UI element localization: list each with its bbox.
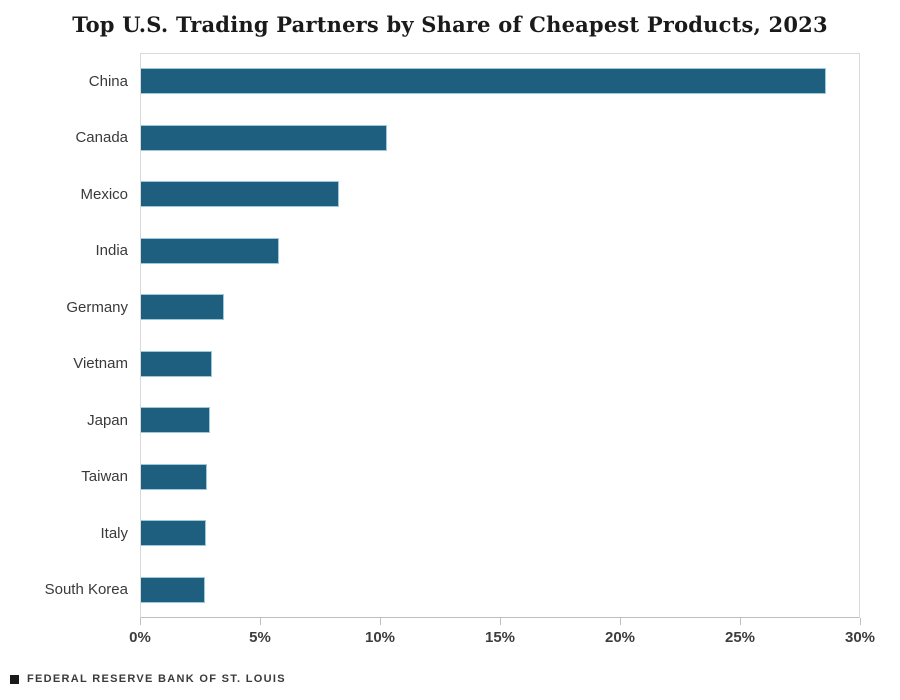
- category-label: Italy: [100, 524, 128, 542]
- bar-taiwan: [140, 463, 208, 490]
- bar-track: [140, 124, 860, 151]
- category-label: South Korea: [44, 581, 128, 599]
- x-tick-label: 25%: [724, 629, 756, 646]
- x-tick-label: 0%: [129, 629, 151, 646]
- bar-track: [140, 407, 860, 434]
- x-tick-mark: [140, 618, 141, 625]
- chart-title: Top U.S. Trading Partners by Share of Ch…: [72, 12, 828, 37]
- bar-track: [140, 520, 860, 547]
- bar-track: [140, 294, 860, 321]
- bar-germany: [140, 294, 224, 321]
- category-label: Germany: [66, 298, 128, 316]
- bar-row: Japan: [0, 392, 860, 449]
- x-tick-mark: [620, 618, 621, 625]
- bar-track: [140, 68, 860, 95]
- bar-mexico: [140, 181, 340, 208]
- filled-square-icon: [10, 674, 19, 684]
- bar-row: Germany: [0, 279, 860, 336]
- bar-track: [140, 576, 860, 603]
- bar-south-korea: [140, 576, 205, 603]
- bar-row: Mexico: [0, 166, 860, 223]
- bar-china: [140, 68, 827, 95]
- bar-italy: [140, 520, 206, 547]
- x-tick-mark: [500, 618, 501, 625]
- bar-canada: [140, 124, 388, 151]
- bar-vietnam: [140, 350, 212, 377]
- bar-row: South Korea: [0, 562, 860, 619]
- x-tick-mark: [740, 618, 741, 625]
- category-label: Vietnam: [73, 355, 128, 373]
- category-label: Canada: [75, 129, 128, 147]
- bar-row: Taiwan: [0, 449, 860, 506]
- source-attribution: FEDERAL RESERVE BANK OF ST. LOUIS: [10, 673, 286, 685]
- x-tick-label: 20%: [604, 629, 636, 646]
- bar-japan: [140, 407, 210, 434]
- bar-row: Vietnam: [0, 336, 860, 393]
- category-label: India: [95, 242, 128, 260]
- source-label: FEDERAL RESERVE BANK OF ST. LOUIS: [27, 673, 286, 685]
- bar-track: [140, 463, 860, 490]
- category-label: Mexico: [80, 185, 128, 203]
- bar-row: China: [0, 53, 860, 110]
- bar-track: [140, 350, 860, 377]
- category-label: Taiwan: [81, 468, 128, 486]
- bar-track: [140, 181, 860, 208]
- category-label: Japan: [87, 411, 128, 429]
- x-tick-label: 15%: [484, 629, 516, 646]
- x-tick-mark: [860, 618, 861, 625]
- bar-row: Canada: [0, 110, 860, 167]
- x-tick-mark: [260, 618, 261, 625]
- bar-india: [140, 237, 280, 264]
- x-tick-mark: [380, 618, 381, 625]
- x-tick-label: 5%: [249, 629, 271, 646]
- bar-track: [140, 237, 860, 264]
- bar-row: Italy: [0, 505, 860, 562]
- x-tick-label: 30%: [844, 629, 876, 646]
- bar-chart: China Canada Mexico India Germany Vietnam Japa…: [0, 53, 860, 618]
- category-label: China: [88, 72, 128, 90]
- x-tick-label: 10%: [364, 629, 396, 646]
- bar-row: India: [0, 223, 860, 280]
